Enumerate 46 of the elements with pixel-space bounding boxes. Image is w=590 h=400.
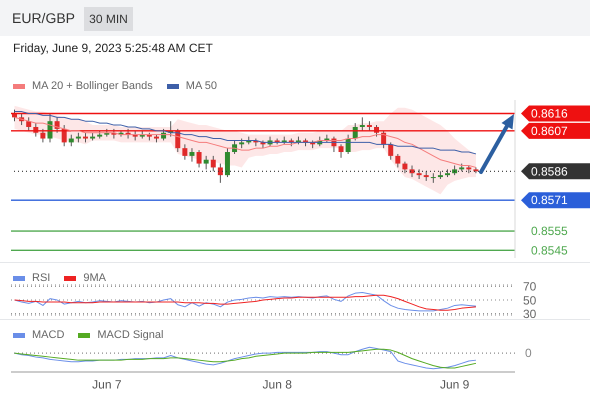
candlestick <box>26 116 32 132</box>
candlestick <box>430 172 436 184</box>
legend-label: MACD <box>32 328 64 342</box>
y-tick-label: 0.8607 <box>531 124 568 138</box>
candlestick <box>416 168 422 180</box>
y-tick-label: 0.8555 <box>531 224 568 238</box>
candlestick <box>424 170 429 182</box>
candlestick <box>338 144 344 158</box>
candlestick <box>189 148 194 162</box>
legend-label: MA 20 + Bollinger Bands <box>32 79 153 93</box>
y-tick-label: 30 <box>523 306 537 321</box>
candlestick <box>76 132 81 143</box>
candlestick <box>388 142 394 160</box>
candlestick <box>360 116 365 132</box>
candlestick <box>224 148 230 178</box>
candlestick <box>239 138 244 149</box>
candlestick <box>395 153 400 168</box>
candlestick <box>82 132 88 143</box>
y-tick-label: 0.8571 <box>531 193 568 208</box>
y-tick-label: 50 <box>523 293 537 308</box>
y-tick-label: 0.8616 <box>531 106 568 120</box>
candlestick <box>218 163 223 184</box>
text: Friday, June 9, 2023 5:25:48 AM CET <box>13 41 213 55</box>
candlestick <box>40 128 46 143</box>
candlestick <box>182 144 188 160</box>
candlestick <box>204 155 209 170</box>
line-series <box>14 111 476 154</box>
legend-label: RSI <box>32 271 50 285</box>
chart-title: EUR/GBP <box>12 10 76 26</box>
x-tick-label: Jun 9 <box>440 378 470 392</box>
candlestick <box>68 134 74 147</box>
candlestick <box>402 161 408 174</box>
x-tick-label: Jun 7 <box>92 378 122 392</box>
candlestick <box>196 150 202 168</box>
candlestick <box>366 120 372 132</box>
x-tick-label: Jun 8 <box>262 378 292 392</box>
legend-label: MA 50 <box>186 79 217 93</box>
candlestick <box>54 116 60 134</box>
ref-line-label: 0 <box>525 346 532 360</box>
candlestick <box>210 155 216 172</box>
legend-label: MACD Signal <box>97 328 164 342</box>
legend-label: 9MA <box>83 271 106 285</box>
y-tick-label: 70 <box>523 280 537 294</box>
chart-subtitle: 30 MIN <box>84 7 133 31</box>
y-tick-label: 0.8545 <box>531 243 568 258</box>
y-tick-label: 0.8586 <box>531 164 568 178</box>
